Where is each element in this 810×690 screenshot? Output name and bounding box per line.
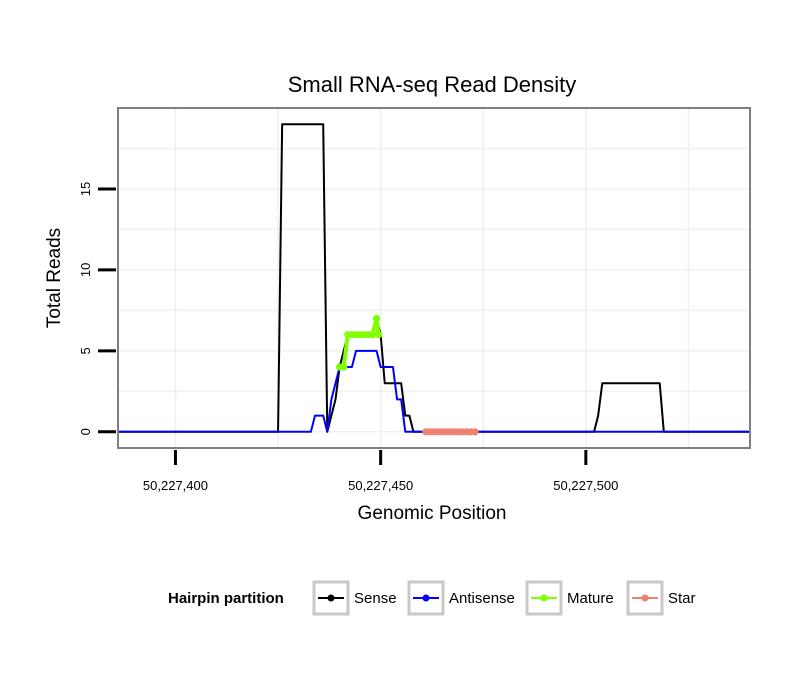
x-axis-title: Genomic Position	[358, 503, 507, 524]
y-tick-label: 10	[78, 263, 93, 277]
x-tick-label: 50,227,500	[553, 478, 618, 493]
x-axis: 50,227,400 50,227,450 50,227,500	[143, 450, 618, 493]
data-point-mature	[340, 363, 348, 371]
x-tick-label: 50,227,450	[348, 478, 413, 493]
plot-panel	[118, 108, 750, 448]
data-point-mature	[372, 314, 381, 323]
y-tick-label: 5	[78, 347, 93, 354]
y-axis: 0 5 10 15	[78, 182, 116, 435]
legend-label: Sense	[354, 590, 397, 607]
legend-label: Mature	[567, 590, 614, 607]
legend-key-dot	[540, 594, 548, 602]
legend-entries: Sense Antisense Mature Star	[312, 580, 696, 616]
y-tick-label: 15	[78, 182, 93, 196]
plot-border	[117, 107, 751, 449]
legend-key-dot	[422, 594, 430, 602]
legend-label: Star	[668, 590, 696, 607]
chart-title: Small RNA-seq Read Density	[288, 72, 577, 97]
series-layer	[118, 123, 750, 436]
legend-key-dot	[641, 594, 649, 602]
x-tick-label: 50,227,400	[143, 478, 208, 493]
legend-label: Antisense	[449, 590, 515, 607]
data-point-star	[471, 428, 479, 436]
legend: Hairpin partition Sense Antisense Mature St…	[168, 580, 696, 616]
data-point-mature	[368, 331, 377, 339]
y-tick-label: 0	[78, 428, 93, 435]
legend-title: Hairpin partition	[168, 590, 284, 607]
y-axis-title: Total Reads	[44, 228, 65, 328]
legend-key-dot	[327, 594, 335, 602]
series-line-antisense	[118, 349, 750, 433]
data-point-mature	[374, 331, 383, 339]
